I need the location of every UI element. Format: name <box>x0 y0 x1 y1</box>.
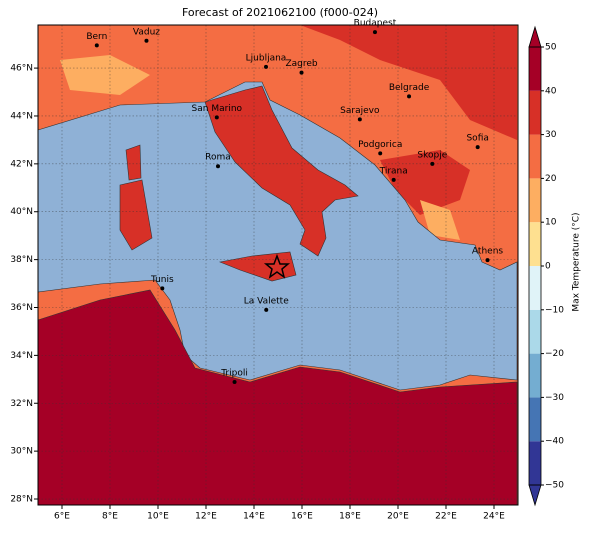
colorbar-tick-label: 30 <box>545 130 557 140</box>
y-tick-label: 38°N <box>10 255 33 265</box>
colorbar-bin <box>529 397 541 442</box>
city-dot <box>372 30 377 35</box>
x-tick-label: 6°E <box>54 512 70 522</box>
sardinia <box>119 179 153 251</box>
hot-region <box>300 25 517 140</box>
y-tick-label: 42°N <box>10 159 33 169</box>
city-label: San Marino <box>192 104 243 114</box>
map-frame <box>37 24 519 506</box>
city-label: La Valette <box>244 296 289 306</box>
x-tick-label: 24°E <box>483 512 505 522</box>
colorbar-tick-label: −50 <box>545 481 564 491</box>
city-label: Budapest <box>354 19 397 29</box>
city-dot <box>144 38 149 43</box>
colorbar-bin <box>529 222 541 266</box>
y-tick-label: 34°N <box>10 351 33 361</box>
y-tick-label: 46°N <box>10 64 33 74</box>
colorbar-bin <box>529 353 541 398</box>
colorbar-tick-label: 10 <box>545 218 557 228</box>
x-tick-label: 8°E <box>102 512 118 522</box>
colorbar-bin <box>529 178 541 223</box>
hot-region <box>380 150 470 215</box>
city-label: Athens <box>472 247 503 257</box>
colorbar-bin <box>529 47 541 91</box>
y-tick-label: 28°N <box>10 495 33 505</box>
colorbar-tick-label: −40 <box>545 437 564 447</box>
sicily <box>218 251 297 282</box>
city-label: Tripoli <box>220 368 248 378</box>
colorbar-tick-label: −20 <box>545 349 564 359</box>
title: Forecast of 2021062100 (f000-024) <box>182 6 378 19</box>
x-tick-label: 20°E <box>387 512 409 522</box>
city-dot <box>485 258 490 263</box>
x-tick-label: 14°E <box>243 512 265 522</box>
axis-ticks: 6°E 8°E 10°E 12°E 14°E 16°E 18°E 20°E 22°E 24°E 28… <box>10 64 505 522</box>
y-tick-label: 30°N <box>10 447 33 457</box>
city-label: Tirana <box>379 166 408 176</box>
city-dot <box>430 161 435 166</box>
y-tick-label: 40°N <box>10 207 33 217</box>
city-label: Tunis <box>150 275 174 285</box>
colorbar-tick-label: 50 <box>545 43 557 53</box>
city-dot <box>216 164 220 169</box>
city-label: Skopje <box>417 150 447 160</box>
x-tick-label: 12°E <box>195 512 217 522</box>
city-label: Vaduz <box>133 27 160 37</box>
x-tick-label: 22°E <box>435 512 457 522</box>
colorbar-extend-top <box>528 25 542 48</box>
city-dot <box>391 177 396 182</box>
colorbar-tick-label: 20 <box>545 174 557 184</box>
city-dot <box>232 379 237 384</box>
y-tick-label: 36°N <box>10 303 33 313</box>
map-area <box>37 25 518 506</box>
city-label: Ljubljana <box>246 53 287 63</box>
colorbar-tick-label: 0 <box>545 262 551 272</box>
city-label: Sarajevo <box>340 106 380 116</box>
city-label: Sofia <box>466 134 488 144</box>
city-dot <box>214 115 219 120</box>
mild-region <box>60 55 150 95</box>
colorbar-extend-bottom <box>528 484 542 507</box>
y-tick-label: 44°N <box>10 111 33 121</box>
city-dot <box>264 64 268 69</box>
corsica <box>125 144 142 181</box>
city-label: Belgrade <box>389 83 430 93</box>
city-dot <box>94 43 99 48</box>
city-label: Bern <box>86 32 107 42</box>
city-dot <box>299 70 304 75</box>
colorbar-bin <box>529 134 541 179</box>
city-dot <box>475 145 480 150</box>
colorbar-bin <box>529 90 541 135</box>
x-tick-label: 16°E <box>291 512 313 522</box>
city-dot <box>160 286 165 291</box>
x-tick-label: 18°E <box>339 512 361 522</box>
colorbar-tick-label: −30 <box>545 393 564 403</box>
city-dot <box>357 117 362 122</box>
grid <box>38 25 518 505</box>
colorbar-bin <box>529 441 541 485</box>
colorbar-bin <box>529 309 541 354</box>
city-dot <box>264 307 269 312</box>
city-label: Podgorica <box>358 140 402 150</box>
colorbar: −50 −40 −30 −20 −10 0 10 20 30 40 50 <box>528 25 564 507</box>
city-label: Zagreb <box>285 59 317 69</box>
y-tick-label: 32°N <box>10 399 33 409</box>
colorbar-bin <box>529 266 541 310</box>
colorbar-tick-label: 40 <box>545 86 557 96</box>
city-dot <box>407 94 412 99</box>
x-tick-label: 10°E <box>147 512 169 522</box>
city-label: Roma <box>205 153 231 163</box>
colorbar-label: Max Temperature (°C) <box>572 212 582 311</box>
mild-region <box>420 200 460 240</box>
city-dot <box>378 151 383 156</box>
colorbar-tick-label: −10 <box>545 305 564 315</box>
marker-star <box>263 253 291 279</box>
